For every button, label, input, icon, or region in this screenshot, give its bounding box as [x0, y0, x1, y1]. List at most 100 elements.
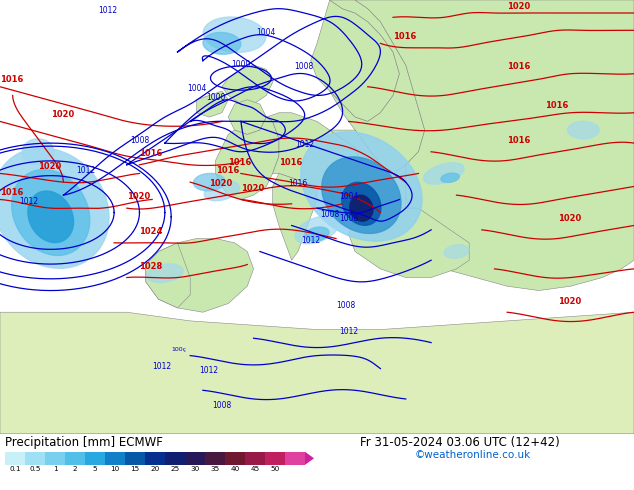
Text: 1016: 1016: [228, 158, 252, 167]
Bar: [105, 452, 125, 465]
Text: 10: 10: [110, 466, 120, 472]
Text: 1012: 1012: [301, 236, 320, 245]
Polygon shape: [305, 227, 329, 241]
Text: 1004: 1004: [257, 28, 276, 37]
Text: 1020: 1020: [507, 1, 531, 11]
Polygon shape: [193, 173, 225, 191]
Text: 1000: 1000: [206, 93, 225, 102]
Polygon shape: [355, 0, 634, 291]
Bar: [265, 452, 285, 465]
Text: 1008: 1008: [336, 301, 355, 310]
Text: 45: 45: [250, 466, 260, 472]
Bar: [245, 452, 265, 465]
Polygon shape: [295, 216, 339, 244]
Polygon shape: [197, 91, 228, 117]
Text: 1016: 1016: [216, 167, 239, 175]
Text: 1016: 1016: [507, 62, 531, 72]
Bar: [185, 452, 205, 465]
Text: 1004: 1004: [339, 193, 358, 201]
Polygon shape: [305, 452, 314, 465]
Text: 1012: 1012: [76, 167, 95, 175]
Text: 25: 25: [171, 466, 179, 472]
Polygon shape: [22, 139, 54, 165]
Bar: [85, 452, 105, 465]
Text: 1016: 1016: [139, 149, 163, 158]
Polygon shape: [146, 239, 254, 312]
Bar: [125, 452, 145, 465]
Text: 1016: 1016: [507, 136, 531, 145]
Text: 1020: 1020: [558, 296, 581, 306]
Text: 1020: 1020: [127, 193, 150, 201]
Polygon shape: [0, 312, 634, 434]
Text: 1: 1: [53, 466, 57, 472]
Bar: [165, 452, 185, 465]
Polygon shape: [266, 113, 361, 191]
Polygon shape: [222, 65, 273, 104]
Polygon shape: [11, 170, 90, 255]
Polygon shape: [330, 0, 425, 173]
Text: 1016: 1016: [545, 101, 569, 110]
Text: 1020: 1020: [209, 179, 233, 189]
Text: 1028: 1028: [139, 262, 163, 271]
Text: 1012: 1012: [295, 141, 314, 149]
Text: 1008: 1008: [339, 214, 358, 223]
Text: 5: 5: [93, 466, 97, 472]
Text: 1012: 1012: [19, 197, 38, 206]
Text: 1012: 1012: [200, 366, 219, 375]
Polygon shape: [0, 148, 109, 269]
Polygon shape: [28, 191, 74, 243]
Text: 0.1: 0.1: [10, 466, 21, 472]
Polygon shape: [441, 173, 460, 182]
Bar: [145, 452, 165, 465]
Polygon shape: [424, 163, 464, 184]
Bar: [65, 452, 85, 465]
Polygon shape: [330, 130, 406, 217]
Text: 1012: 1012: [152, 362, 171, 370]
Bar: [205, 452, 225, 465]
Text: 1024: 1024: [139, 227, 163, 236]
Polygon shape: [273, 173, 317, 260]
Polygon shape: [567, 122, 599, 139]
Text: 0.5: 0.5: [29, 466, 41, 472]
Text: Precipitation [mm] ECMWF: Precipitation [mm] ECMWF: [5, 436, 163, 449]
Bar: [5, 452, 25, 465]
Polygon shape: [349, 208, 469, 277]
Polygon shape: [444, 245, 469, 258]
Polygon shape: [204, 181, 240, 201]
Text: 40: 40: [230, 466, 240, 472]
Text: 1020: 1020: [38, 162, 61, 171]
Text: 15: 15: [131, 466, 139, 472]
Text: 35: 35: [210, 466, 219, 472]
Bar: [225, 452, 245, 465]
Text: 1000: 1000: [231, 60, 250, 69]
Text: 1008: 1008: [212, 401, 231, 410]
Text: ©weatheronline.co.uk: ©weatheronline.co.uk: [415, 450, 531, 460]
Polygon shape: [216, 117, 279, 199]
Text: 1016: 1016: [288, 179, 307, 189]
Text: 30: 30: [190, 466, 200, 472]
Text: 1004: 1004: [187, 84, 206, 93]
Polygon shape: [311, 0, 399, 122]
Text: 1016: 1016: [393, 32, 417, 41]
Polygon shape: [350, 195, 373, 221]
Bar: [45, 452, 65, 465]
Text: 1008: 1008: [320, 210, 339, 219]
Polygon shape: [301, 132, 422, 241]
Polygon shape: [203, 32, 241, 54]
Text: 1008: 1008: [130, 136, 149, 145]
Bar: [285, 452, 305, 465]
Polygon shape: [228, 100, 266, 134]
Text: 50: 50: [270, 466, 280, 472]
Text: 1012: 1012: [339, 327, 358, 336]
Text: 1016: 1016: [0, 188, 23, 197]
Text: 2: 2: [73, 466, 77, 472]
Text: 1012: 1012: [98, 6, 117, 15]
Text: Fr 31-05-2024 03.06 UTC (12+42): Fr 31-05-2024 03.06 UTC (12+42): [360, 436, 560, 449]
Polygon shape: [322, 157, 401, 233]
Text: 1008: 1008: [295, 62, 314, 72]
Text: 1020: 1020: [558, 214, 581, 223]
Text: 1016: 1016: [279, 158, 302, 167]
Text: 1016: 1016: [0, 75, 23, 84]
Polygon shape: [146, 264, 183, 282]
Text: 1020: 1020: [241, 184, 264, 193]
